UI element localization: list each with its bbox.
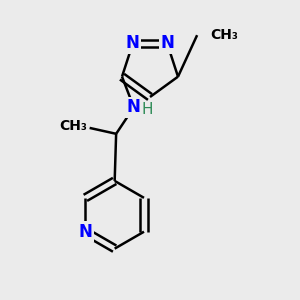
Text: CH₃: CH₃ <box>59 119 87 134</box>
Text: CH₃: CH₃ <box>210 28 238 42</box>
Text: N: N <box>160 34 174 52</box>
Text: H: H <box>141 102 153 117</box>
Text: N: N <box>127 98 141 116</box>
Text: N: N <box>126 34 140 52</box>
Text: N: N <box>78 223 92 241</box>
